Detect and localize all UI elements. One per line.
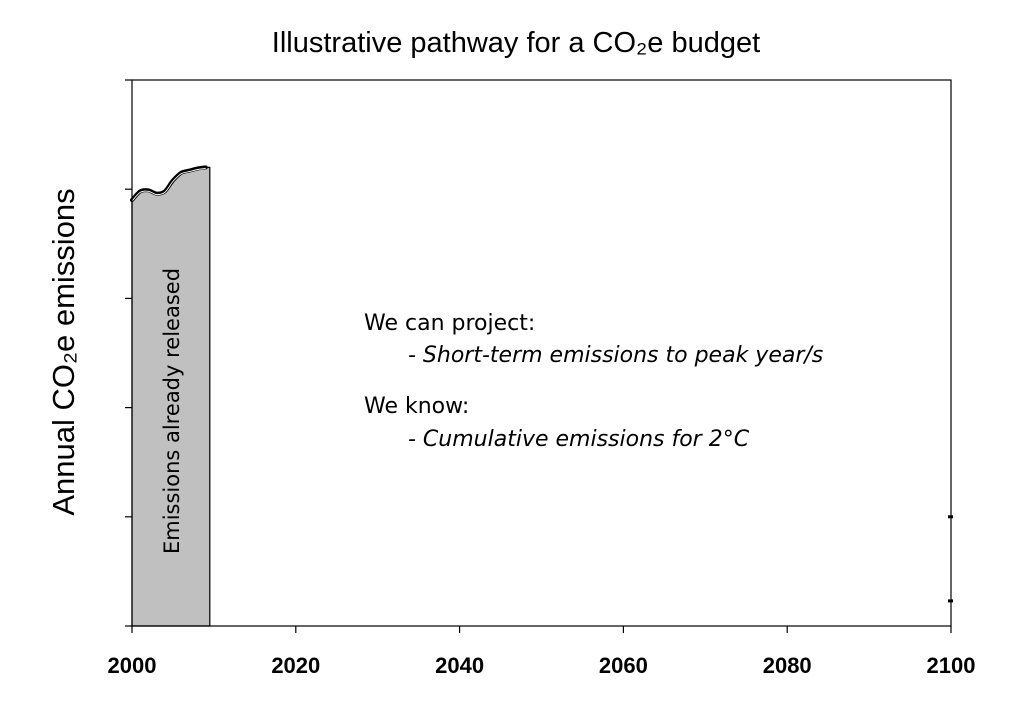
x-tick-label: 2040 [435, 653, 484, 678]
x-tick-label: 2080 [763, 653, 812, 678]
y-tick-layer [125, 79, 132, 627]
chart-title: Illustrative pathway for a CO₂e budget [272, 27, 760, 59]
annotation-heading-known: We know: [364, 394, 469, 419]
x-tick-label: 2020 [271, 653, 320, 678]
x-tick-label: 2000 [108, 653, 157, 678]
annotation-item-projection: - Short-term emissions to peak year/s [408, 343, 823, 368]
series-line-emissions [130, 165, 208, 203]
shaded-region-label: Emissions already released [160, 268, 184, 554]
y-axis-label: Annual CO₂e emissions [46, 188, 81, 515]
right-axis-marks [948, 515, 953, 603]
series-line-highlight [131, 167, 206, 202]
annotation-item-known: - Cumulative emissions for 2°C [408, 427, 750, 452]
x-tick-layer: 2000 2020 2040 2060 2080 2100 [108, 626, 976, 678]
plot-frame [131, 79, 952, 627]
annotation-heading-projection: We can project: [364, 311, 535, 336]
x-tick-label: 2060 [599, 653, 648, 678]
x-tick-label: 2100 [927, 653, 976, 678]
annotation-block: We can project: - Short-term emissions t… [364, 311, 823, 452]
series-layer [130, 165, 208, 203]
